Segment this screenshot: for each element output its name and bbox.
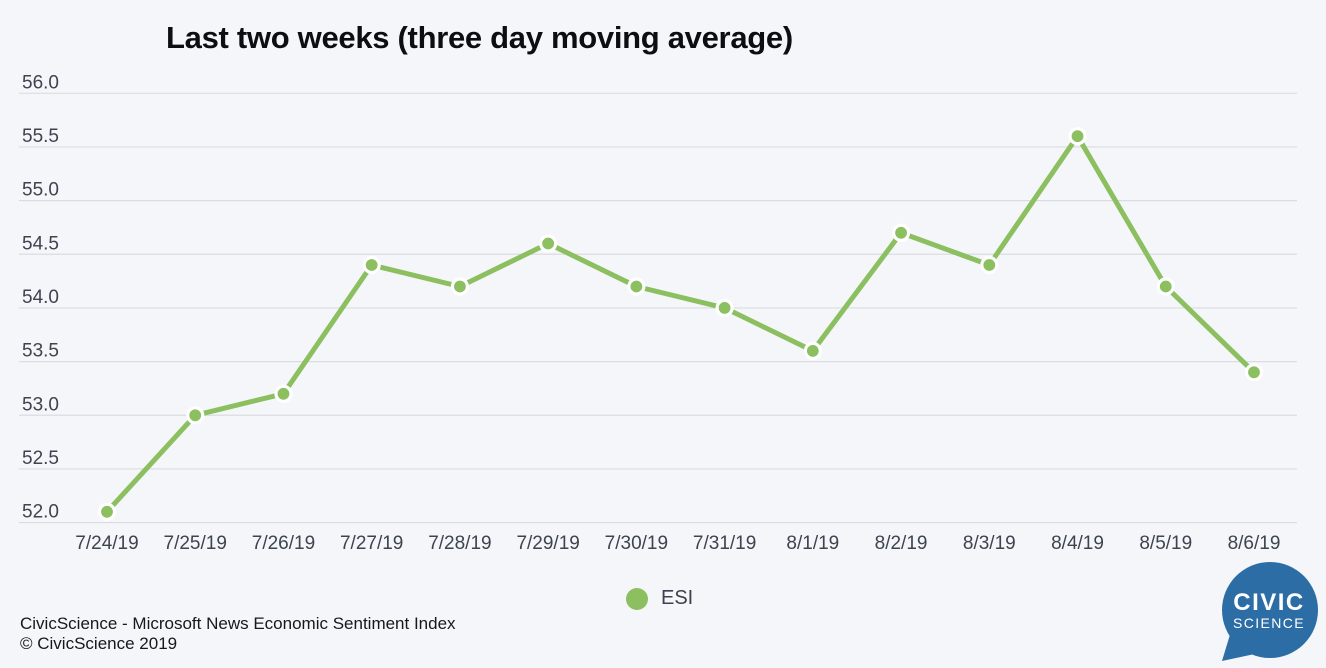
data-point	[450, 277, 470, 296]
x-axis-label: 8/1/19	[786, 533, 839, 554]
data-point	[1244, 363, 1264, 382]
x-axis-label: 7/28/19	[428, 533, 491, 554]
y-axis-label: 54.5	[22, 233, 59, 254]
data-point	[891, 223, 911, 242]
esi-line-chart: 56.0 55.5 55.0 54.5 54.0 53.5 53.0 52.5 52.0 7/24…	[19, 72, 1297, 554]
x-axis-label: 8/6/19	[1228, 533, 1281, 554]
civicscience-logo: CIVIC SCIENCE	[1222, 562, 1318, 661]
x-axis-label: 8/5/19	[1139, 533, 1192, 554]
data-point	[97, 502, 117, 521]
logo-bubble	[1222, 562, 1318, 658]
data-point	[980, 255, 999, 275]
x-axis-label: 7/31/19	[693, 533, 756, 554]
data-point	[274, 384, 293, 403]
legend: ESI	[626, 587, 693, 610]
logo-text-civic: CIVIC	[1233, 589, 1305, 616]
x-axis-label: 8/4/19	[1051, 533, 1104, 554]
y-axis-label: 52.0	[22, 502, 59, 523]
x-axis-label: 7/24/19	[75, 533, 138, 554]
y-axis-label: 55.0	[22, 180, 59, 201]
data-point	[803, 341, 822, 360]
footer-source-line: CivicScience - Microsoft News Economic S…	[20, 614, 456, 633]
logo-text-science: SCIENCE	[1233, 615, 1305, 631]
legend-marker-esi-icon	[626, 587, 648, 610]
data-point	[715, 298, 734, 317]
x-axis-label: 7/26/19	[252, 533, 315, 554]
chart-title: Last two weeks (three day moving average…	[166, 20, 793, 55]
x-axis-label: 8/2/19	[875, 533, 928, 554]
y-axis-label: 54.0	[22, 287, 59, 308]
y-axis-label: 53.5	[22, 341, 59, 362]
y-axis-label: 55.5	[22, 126, 59, 147]
data-point	[627, 277, 646, 296]
esi-line	[104, 133, 1257, 515]
data-point	[362, 255, 381, 275]
y-axis-label: 52.5	[22, 448, 59, 469]
legend-label-esi: ESI	[661, 587, 694, 609]
footer-copyright-line: © CivicScience 2019	[20, 634, 178, 653]
y-axis-label: 56.0	[22, 72, 59, 93]
data-point	[186, 406, 205, 425]
x-axis-label: 7/29/19	[516, 533, 579, 554]
y-axis-label: 53.0	[22, 394, 59, 415]
x-axis-label: 7/30/19	[605, 533, 668, 554]
footer: CivicScience - Microsoft News Economic S…	[20, 614, 456, 654]
data-point	[1156, 277, 1175, 296]
x-axis-label: 7/27/19	[340, 533, 403, 554]
x-axis-label: 7/25/19	[164, 533, 227, 554]
data-point	[1068, 127, 1087, 146]
x-axis-label: 8/3/19	[963, 533, 1016, 554]
data-point	[539, 234, 558, 253]
